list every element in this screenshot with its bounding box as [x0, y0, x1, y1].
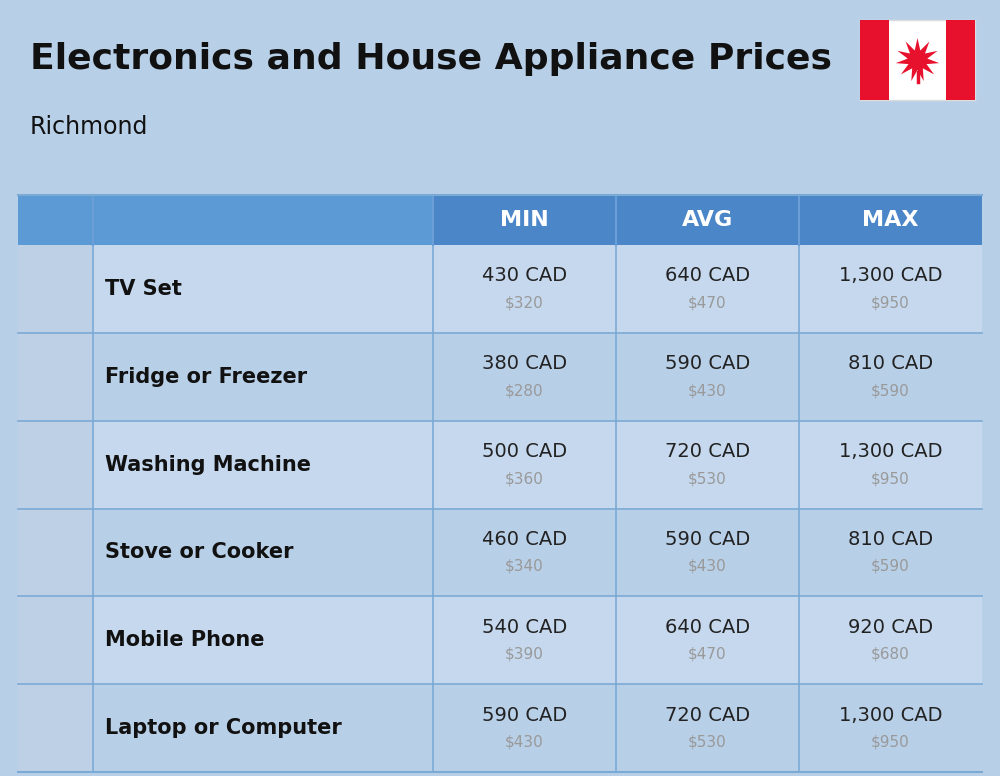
Bar: [18, 421, 93, 508]
Bar: [18, 508, 982, 596]
Text: 1,300 CAD: 1,300 CAD: [839, 705, 942, 725]
Text: $280: $280: [505, 383, 544, 398]
Text: $950: $950: [871, 296, 910, 310]
Bar: [18, 596, 93, 684]
Text: 920 CAD: 920 CAD: [848, 618, 933, 637]
Text: $470: $470: [688, 646, 727, 662]
Bar: [18, 195, 433, 245]
Text: 720 CAD: 720 CAD: [665, 705, 750, 725]
Bar: [18, 333, 982, 421]
Bar: [18, 684, 982, 772]
Text: 810 CAD: 810 CAD: [848, 355, 933, 373]
Text: Laptop or Computer: Laptop or Computer: [105, 718, 342, 738]
Text: 810 CAD: 810 CAD: [848, 530, 933, 549]
Text: $390: $390: [505, 646, 544, 662]
Text: Stove or Cooker: Stove or Cooker: [105, 542, 294, 563]
Polygon shape: [896, 38, 939, 81]
Text: 540 CAD: 540 CAD: [482, 618, 567, 637]
Text: 460 CAD: 460 CAD: [482, 530, 567, 549]
Text: 500 CAD: 500 CAD: [482, 442, 567, 461]
FancyBboxPatch shape: [860, 20, 975, 100]
Text: Electronics and House Appliance Prices: Electronics and House Appliance Prices: [30, 42, 832, 76]
Text: $430: $430: [688, 383, 727, 398]
Text: 590 CAD: 590 CAD: [482, 705, 567, 725]
Text: MAX: MAX: [862, 210, 919, 230]
Text: $590: $590: [871, 559, 910, 574]
Bar: [18, 596, 982, 684]
Text: 380 CAD: 380 CAD: [482, 355, 567, 373]
Text: $430: $430: [688, 559, 727, 574]
Bar: [18, 245, 93, 333]
Bar: [18, 195, 982, 245]
Text: 590 CAD: 590 CAD: [665, 355, 750, 373]
Text: Richmond: Richmond: [30, 115, 148, 139]
Text: 1,300 CAD: 1,300 CAD: [839, 266, 942, 286]
Text: TV Set: TV Set: [105, 279, 182, 299]
Text: 430 CAD: 430 CAD: [482, 266, 567, 286]
Text: Mobile Phone: Mobile Phone: [105, 630, 264, 650]
Bar: [18, 421, 982, 508]
Text: $590: $590: [871, 383, 910, 398]
Text: $470: $470: [688, 296, 727, 310]
Text: AVG: AVG: [682, 210, 733, 230]
Text: $360: $360: [505, 471, 544, 486]
Text: 590 CAD: 590 CAD: [665, 530, 750, 549]
Bar: [18, 333, 93, 421]
Text: $950: $950: [871, 471, 910, 486]
Text: $530: $530: [688, 735, 727, 750]
Text: Washing Machine: Washing Machine: [105, 455, 311, 475]
Bar: [860, 20, 889, 100]
Text: 640 CAD: 640 CAD: [665, 618, 750, 637]
Bar: [18, 684, 93, 772]
Bar: [18, 245, 982, 333]
Text: 720 CAD: 720 CAD: [665, 442, 750, 461]
Text: $950: $950: [871, 735, 910, 750]
Text: Fridge or Freezer: Fridge or Freezer: [105, 367, 307, 386]
Text: 640 CAD: 640 CAD: [665, 266, 750, 286]
Text: MIN: MIN: [500, 210, 549, 230]
Text: $340: $340: [505, 559, 544, 574]
Text: $320: $320: [505, 296, 544, 310]
Text: $530: $530: [688, 471, 727, 486]
Text: $680: $680: [871, 646, 910, 662]
Bar: [18, 508, 93, 596]
Text: 1,300 CAD: 1,300 CAD: [839, 442, 942, 461]
Text: $430: $430: [505, 735, 544, 750]
Bar: [946, 20, 975, 100]
